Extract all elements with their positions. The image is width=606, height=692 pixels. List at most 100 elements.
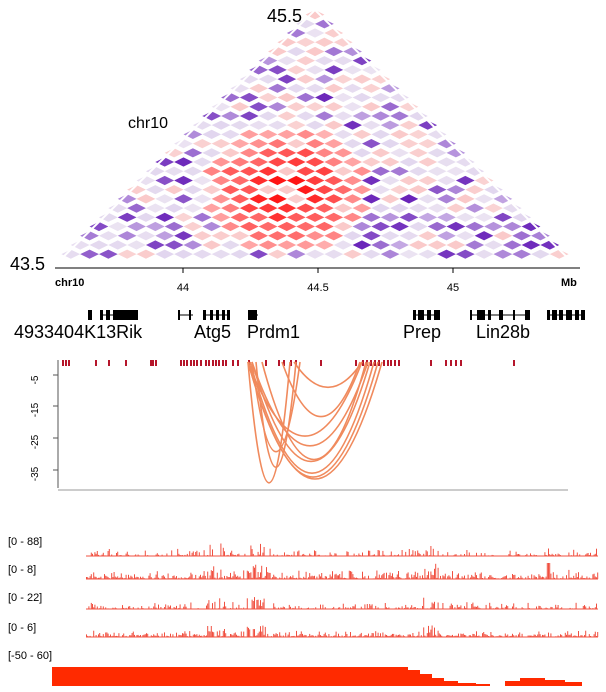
signal-peak [260,572,261,579]
heatmap-cell [211,157,231,167]
heatmap-cell [296,148,315,158]
signal-peak [210,570,212,579]
signal-peak [357,578,359,579]
signal-peak [234,574,236,579]
signal-peak [376,636,378,637]
signal-peak [129,635,131,637]
signal-peak [128,574,129,579]
signal-peak [384,634,386,637]
signal-peak [90,574,92,579]
signal-peak [413,575,415,579]
signal-peak [192,578,194,579]
signal-peak [224,601,225,609]
signal-peak [351,571,353,579]
signal-peak [256,635,258,637]
heatmap-cell [305,65,325,75]
signal-peak [131,608,133,609]
signal-peak [264,575,266,579]
loop-anchor [200,360,202,366]
signal-peak [119,577,121,579]
heatmap-cell [408,129,428,139]
signal-peak [233,571,235,579]
signal-peak [280,607,282,609]
signal-peak [345,578,347,579]
signal-peak [564,632,566,637]
heatmap-cell [408,240,428,250]
signal-peak [459,578,461,579]
signal-peak [399,577,401,579]
signal-peak [549,554,551,556]
signal-peak [276,634,278,637]
signal-peak [582,606,584,609]
signal-peak [531,574,533,579]
signal-peak [423,597,425,609]
signal-peak [432,603,434,609]
heatmap-cell [249,212,269,222]
signal-peak [569,577,571,579]
heatmap-cell [371,111,391,121]
signal-peak [179,604,181,609]
signal-peak [356,577,357,579]
gene-model-exon [581,310,585,320]
heatmap-cell [361,83,381,93]
signal-peak [310,576,312,579]
signal-peak [437,550,439,556]
signal-peak [473,634,475,637]
heatmap-cell [145,203,165,213]
heatmap-cell [305,120,325,130]
signal-peak [196,634,198,637]
signal-peak [388,575,390,579]
heatmap-cell [174,249,193,259]
signal-peak [257,572,259,579]
signal-peak [189,631,191,637]
signal-peak [173,607,175,609]
signal-peak [342,603,344,609]
heatmap-cell [277,92,297,103]
signal-peak [572,578,573,579]
signal-peak [539,575,541,579]
signal-peak [111,573,113,579]
heatmap-cell [258,221,278,232]
signal-peak [491,554,493,556]
signal-peak [138,578,140,579]
heatmap-cell [192,120,212,130]
signal-peak [576,552,578,556]
signal-peak [112,635,114,637]
signal-peak [383,572,385,579]
signal-peak [309,633,311,637]
signal-peak [507,606,509,609]
signal-peak [195,634,197,637]
signal-peak [276,578,278,579]
heatmap-cell [221,111,240,121]
signal-peak [125,553,127,556]
signal-peak [456,604,458,609]
heatmap-cell [324,157,344,167]
heatmap-cell [183,221,203,232]
heatmap-cell [296,74,315,84]
signal-peak [557,605,559,609]
heatmap-cell [390,148,409,158]
contact-heatmap [51,8,579,269]
signal-peak [400,635,402,637]
signal-peak [275,608,277,609]
signal-peak [472,602,474,609]
bar-segment [520,678,545,686]
signal-peak [326,576,327,579]
heatmap-cell [390,185,409,195]
heatmap-cell [286,194,306,204]
axis-unit-label: Mb [561,277,577,289]
signal-peak [430,546,432,556]
signal-peak [227,554,229,556]
signal-peak [430,571,432,579]
signal-peak [288,604,290,609]
signal-peak [129,555,131,556]
signal-peak [514,555,516,556]
heatmap-left-label: 43.5 [10,254,45,274]
chromatin-loop-arc [247,361,291,484]
heatmap-cell [296,166,315,176]
signal-peak [588,555,590,556]
signal-peak [162,575,164,579]
signal-peak [492,577,494,579]
signal-peak [340,577,342,579]
signal-peak [423,553,425,556]
